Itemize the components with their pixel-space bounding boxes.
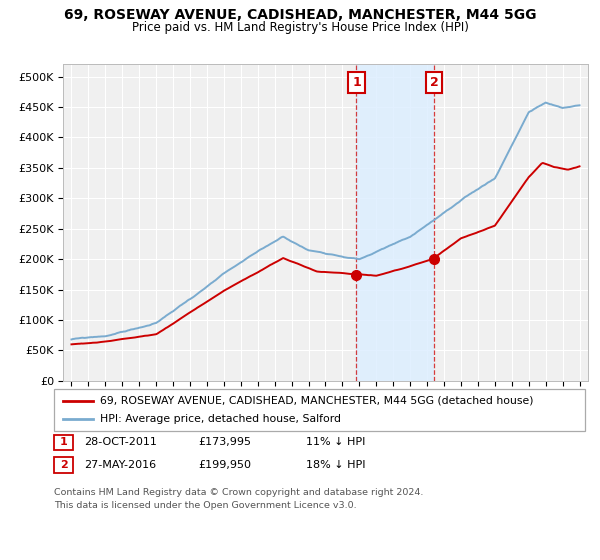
Text: 69, ROSEWAY AVENUE, CADISHEAD, MANCHESTER, M44 5GG: 69, ROSEWAY AVENUE, CADISHEAD, MANCHESTE… [64, 8, 536, 22]
Text: Price paid vs. HM Land Registry's House Price Index (HPI): Price paid vs. HM Land Registry's House … [131, 21, 469, 34]
Text: HPI: Average price, detached house, Salford: HPI: Average price, detached house, Salf… [100, 414, 341, 424]
Text: £173,995: £173,995 [198, 437, 251, 447]
Text: 18% ↓ HPI: 18% ↓ HPI [306, 460, 365, 470]
Text: 11% ↓ HPI: 11% ↓ HPI [306, 437, 365, 447]
Text: 2: 2 [430, 76, 439, 89]
Text: 27-MAY-2016: 27-MAY-2016 [84, 460, 156, 470]
Text: 2: 2 [60, 460, 67, 470]
Text: 1: 1 [352, 76, 361, 89]
Text: 28-OCT-2011: 28-OCT-2011 [84, 437, 157, 447]
Text: 69, ROSEWAY AVENUE, CADISHEAD, MANCHESTER, M44 5GG (detached house): 69, ROSEWAY AVENUE, CADISHEAD, MANCHESTE… [100, 396, 534, 406]
Text: £199,950: £199,950 [198, 460, 251, 470]
Bar [356, 64, 434, 381]
Text: 1: 1 [60, 437, 67, 447]
Text: Contains HM Land Registry data © Crown copyright and database right 2024.
This d: Contains HM Land Registry data © Crown c… [54, 488, 424, 510]
